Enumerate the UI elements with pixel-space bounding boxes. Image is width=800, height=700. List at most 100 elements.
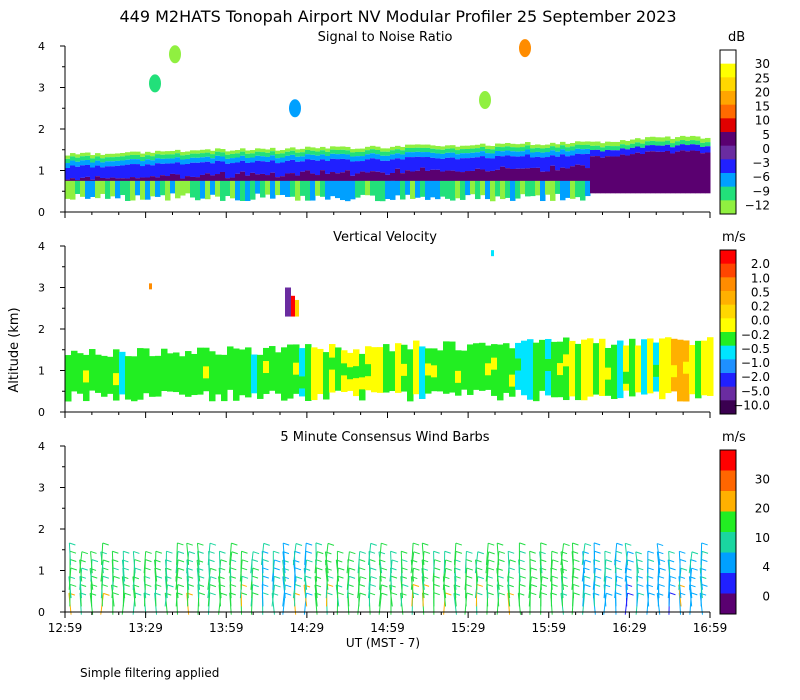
- snr-cell: [230, 163, 236, 178]
- wind-barb-flag: [701, 559, 708, 562]
- snr-cell: [465, 148, 471, 154]
- wind-barb-flag: [433, 550, 440, 554]
- wind-barb-flag: [186, 542, 193, 546]
- snr-cell: [430, 152, 436, 158]
- snr-cell: [200, 162, 206, 175]
- snr-cell: [600, 157, 606, 194]
- colorbar-label: −1.0: [741, 356, 770, 370]
- wind-barb-flag: [647, 559, 655, 562]
- vv-cell: [491, 344, 498, 396]
- wind-barb: [164, 576, 168, 599]
- snr-cell: [120, 156, 126, 161]
- wind-barb-flag: [605, 567, 612, 571]
- wind-barb-flag: [102, 542, 109, 546]
- wind-barb-flag: [349, 551, 356, 555]
- snr-cell: [175, 157, 181, 163]
- snr-cell: [610, 150, 616, 157]
- wind-barb-flag: [584, 584, 591, 588]
- colorbar-frame: [719, 249, 737, 415]
- snr-cell: [465, 158, 471, 172]
- wind-barb-flag: [231, 551, 238, 555]
- snr-cell: [500, 180, 506, 200]
- snr-cell: [275, 150, 281, 154]
- wind-barb-flag: [530, 592, 537, 596]
- snr-cell: [390, 180, 396, 200]
- snr-cell: [370, 180, 376, 196]
- snr-cell: [490, 149, 496, 154]
- vv-cell: [437, 350, 444, 392]
- snr-cell: [325, 160, 331, 174]
- wind-barb: [282, 543, 286, 565]
- vv-cell: [281, 347, 288, 401]
- colorbar-swatch: [720, 50, 736, 65]
- wind-barb-flag: [285, 592, 292, 596]
- vv-cell: [275, 352, 282, 394]
- snr-cell: [530, 152, 536, 158]
- snr-cell: [95, 153, 101, 157]
- wind-barb-flag: [423, 550, 431, 554]
- snr-cell: [530, 145, 536, 149]
- snr-cell: [515, 168, 521, 183]
- wind-barb-flag: [274, 575, 281, 579]
- wind-barb-flag: [519, 567, 526, 571]
- wind-barb-flag: [401, 567, 408, 571]
- vv-cell: [131, 356, 138, 402]
- wind-barb-flag: [486, 583, 494, 587]
- colorbar-swatch: [720, 263, 736, 278]
- snr-cell: [645, 141, 651, 146]
- wind-barb: [550, 551, 553, 574]
- snr-cell: [375, 146, 381, 150]
- snr-cell: [115, 156, 121, 161]
- snr-cell: [675, 145, 681, 152]
- x-tick-label: 14:29: [290, 621, 325, 635]
- snr-cell: [645, 151, 651, 194]
- snr-cell: [575, 144, 581, 149]
- snr-cell: [420, 152, 426, 158]
- snr-cell: [70, 165, 76, 179]
- wind-barb-flag: [573, 592, 580, 596]
- snr-cell: [225, 151, 231, 155]
- snr-cell: [615, 146, 621, 151]
- wind-barb-flag: [177, 559, 185, 563]
- wind-barb-flag: [637, 583, 644, 587]
- snr-cell: [515, 144, 521, 148]
- snr-cell: [170, 150, 176, 155]
- wind-barb: [571, 542, 574, 565]
- snr-cell: [110, 157, 116, 162]
- snr-cell: [310, 180, 316, 201]
- snr-cell: [355, 180, 361, 198]
- snr-cell: [550, 150, 556, 156]
- snr-cell: [575, 153, 581, 165]
- wind-barb-flag: [101, 583, 108, 587]
- wind-barb-flag: [615, 583, 622, 587]
- snr-cell: [645, 137, 651, 142]
- vv-cell: [659, 338, 666, 400]
- snr-cell: [260, 156, 266, 162]
- snr-cell: [175, 180, 181, 199]
- snr-cell: [235, 180, 241, 201]
- snr-cell: [595, 156, 601, 194]
- snr-cell: [235, 150, 241, 154]
- wind-barb-flag: [497, 575, 504, 579]
- snr-cell: [485, 158, 491, 172]
- snr-cell: [155, 154, 161, 159]
- colorbar-label: 10: [755, 531, 770, 545]
- snr-cell: [255, 174, 261, 184]
- snr-cell: [560, 145, 566, 150]
- snr-cell: [325, 155, 331, 161]
- wind-barb-flag: [594, 550, 601, 554]
- snr-cell: [325, 151, 331, 156]
- snr-cell: [120, 152, 126, 157]
- colorbar-swatch: [720, 532, 736, 553]
- wind-barb-flag: [145, 559, 152, 563]
- snr-cell: [525, 168, 531, 187]
- wind-barb-flag: [359, 567, 366, 571]
- wind-barb-flag: [327, 575, 334, 579]
- vv-cell: [281, 360, 288, 373]
- wind-barb-flag: [668, 550, 675, 554]
- wind-barb-flag: [263, 542, 270, 546]
- y-tick-label: 1: [38, 565, 45, 578]
- wind-barb-flag: [519, 583, 526, 587]
- snr-cell: [475, 180, 481, 200]
- snr-cell: [700, 146, 706, 154]
